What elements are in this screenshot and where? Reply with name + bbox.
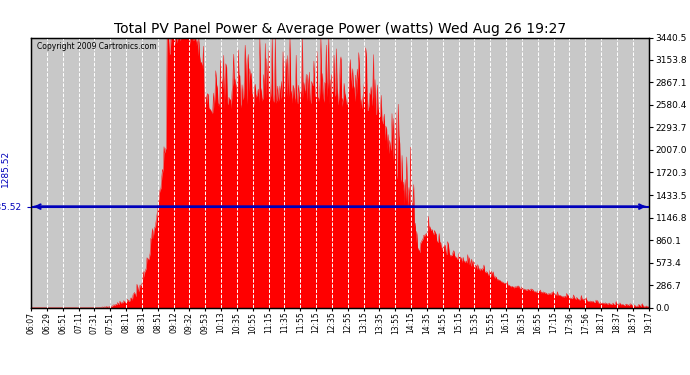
Text: 1285.52: 1285.52 [1,150,10,187]
Title: Total PV Panel Power & Average Power (watts) Wed Aug 26 19:27: Total PV Panel Power & Average Power (wa… [114,22,566,36]
Text: Copyright 2009 Cartronics.com: Copyright 2009 Cartronics.com [37,42,157,51]
